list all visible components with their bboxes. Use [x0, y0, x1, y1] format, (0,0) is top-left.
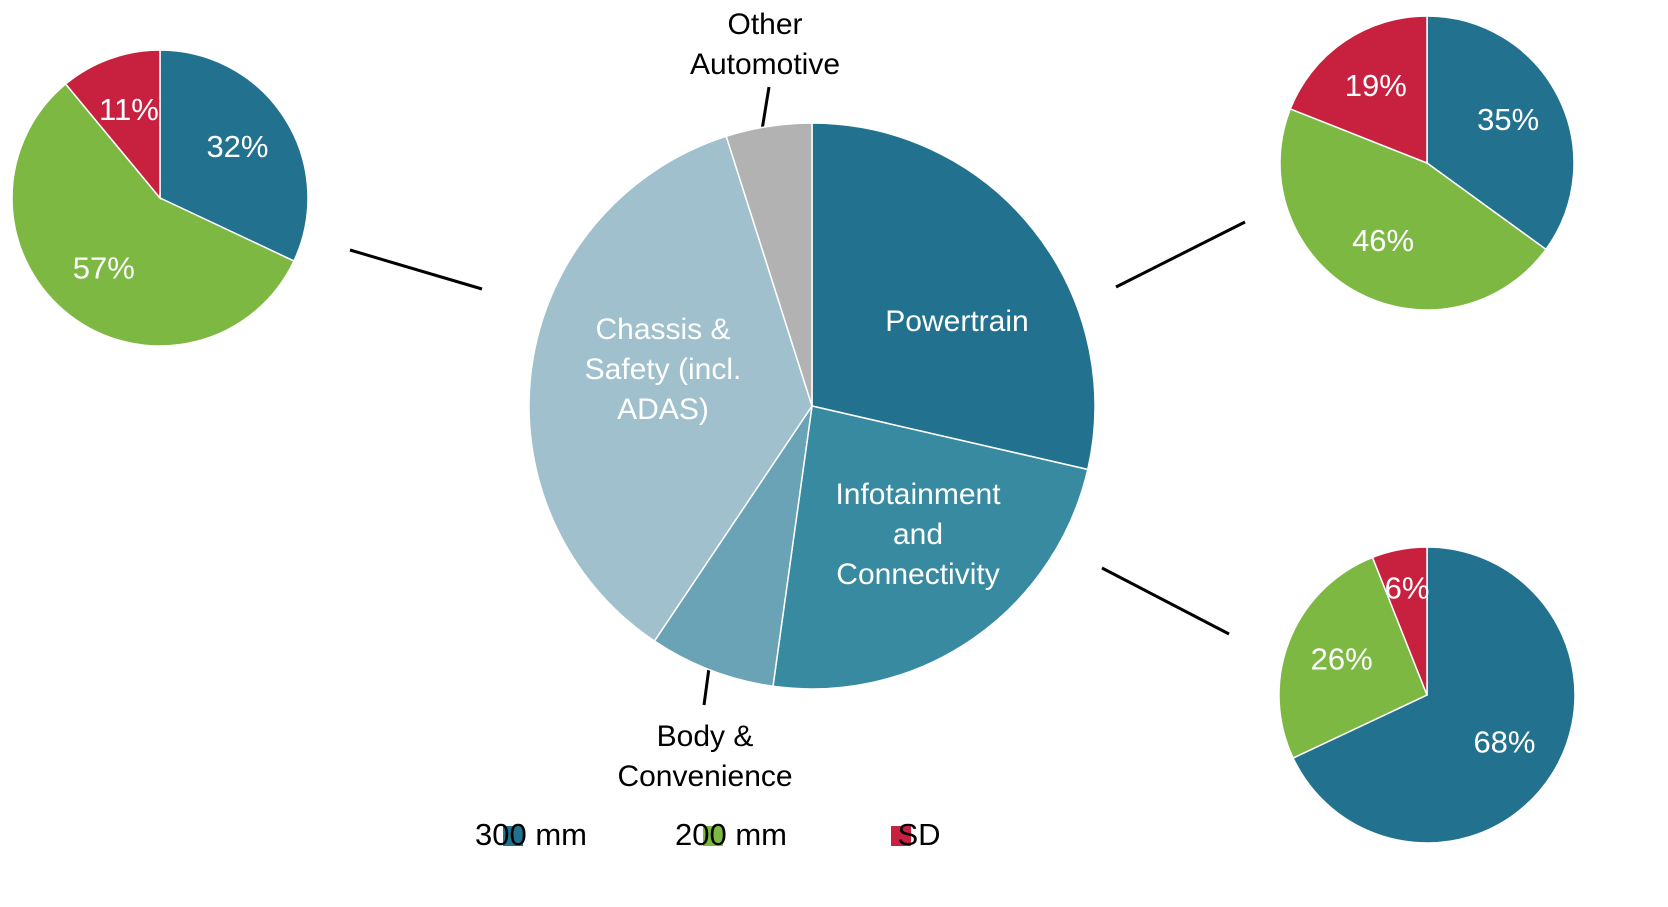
legend-swatch	[503, 826, 523, 846]
legend-label: SD	[897, 817, 940, 852]
pie-slice	[1278, 556, 1428, 760]
pie-slice	[528, 135, 813, 643]
pie-slice	[1426, 15, 1575, 251]
pie-slice	[1289, 15, 1428, 165]
data-label: 26%	[1311, 641, 1373, 676]
slice-label: Other Automotive	[689, 8, 841, 81]
leader-line	[702, 667, 711, 706]
connector	[1115, 220, 1246, 289]
data-label: 68%	[1473, 724, 1535, 759]
data-label: 6%	[1385, 571, 1430, 606]
connector	[1101, 566, 1230, 636]
legend-swatch	[891, 826, 911, 846]
pie-slice	[1279, 107, 1547, 311]
legend-swatch	[703, 826, 723, 846]
pie-slice	[725, 122, 813, 407]
pie-slice	[1292, 546, 1576, 844]
data-label: 46%	[1352, 223, 1414, 258]
slice-label: Powertrain	[885, 305, 1029, 338]
leader-line	[760, 86, 771, 131]
legend-label: 200 mm	[675, 817, 787, 852]
pie-slice	[811, 122, 1096, 471]
data-label: 32%	[206, 129, 268, 164]
data-label: 11%	[99, 92, 159, 127]
slice-label: Body & Convenience	[617, 720, 793, 793]
connector	[349, 248, 483, 291]
slice-label: Chassis & Safety (incl. ADAS)	[584, 313, 742, 426]
legend-label: 300 mm	[475, 817, 587, 852]
data-label: 35%	[1477, 102, 1539, 137]
slice-label: Infotainment and Connectivity	[835, 478, 1001, 591]
connectors	[349, 86, 1246, 706]
pie-slice	[653, 405, 813, 688]
pie-slice	[159, 49, 309, 263]
data-label: 19%	[1345, 68, 1407, 103]
data-label: 57%	[73, 251, 135, 286]
pie-slice	[64, 49, 161, 201]
pie-slice	[772, 405, 1089, 690]
pie-slice	[1371, 546, 1428, 696]
pie-slice	[11, 82, 295, 347]
